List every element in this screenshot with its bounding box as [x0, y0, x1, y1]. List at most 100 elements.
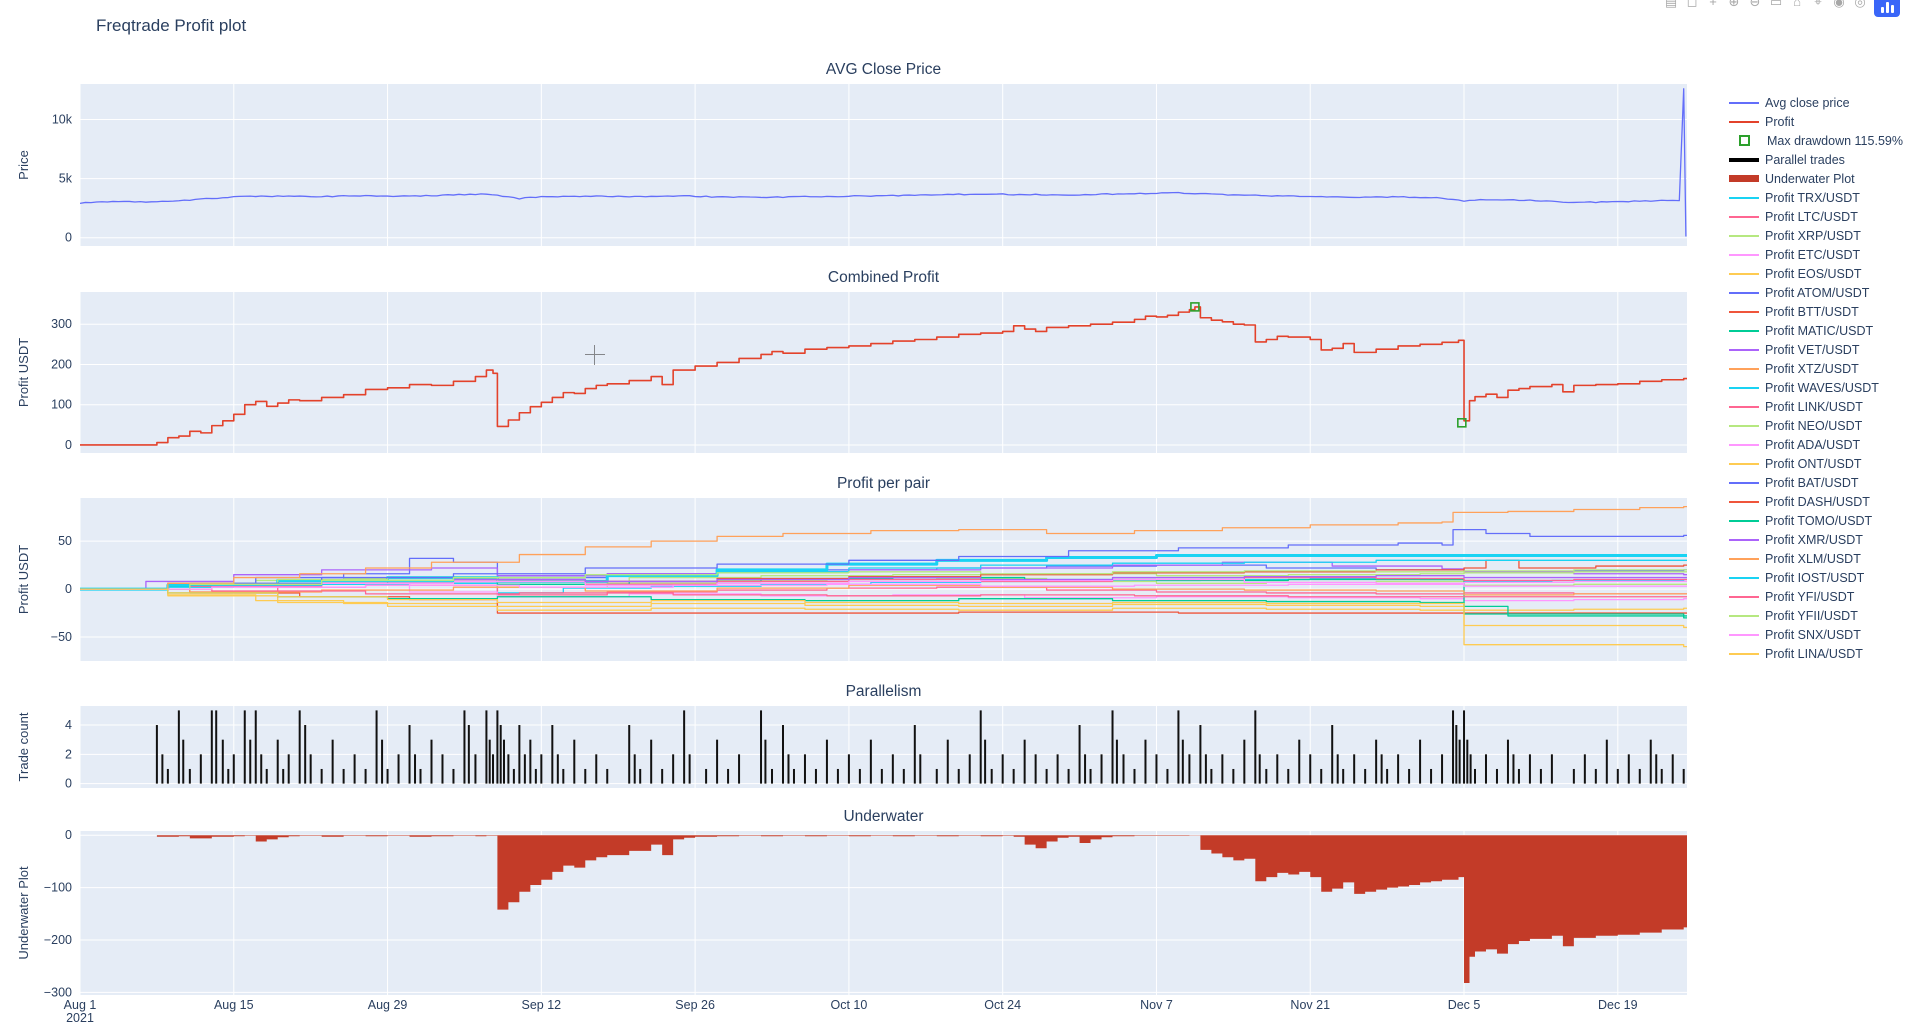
legend-line-swatch-icon [1729, 481, 1759, 484]
underwater-title: Underwater [843, 808, 923, 825]
parallelism-series [155, 710, 1685, 784]
series-profit-lina-usdt [80, 588, 1687, 648]
x-tick-label: Nov 21 [1290, 998, 1330, 1012]
legend-item[interactable]: Profit YFI/USDT [1729, 587, 1903, 606]
legend-item[interactable]: Profit ADA/USDT [1729, 435, 1903, 454]
y-tick-label: −50 [51, 630, 72, 644]
legend-item[interactable]: Underwater Plot [1729, 169, 1903, 188]
legend-item[interactable]: Profit TOMO/USDT [1729, 511, 1903, 530]
legend-line-swatch-icon [1729, 253, 1759, 256]
legend-label: Profit YFII/USDT [1765, 608, 1858, 623]
legend-label: Profit WAVES/USDT [1765, 380, 1879, 395]
y-tick-label: 0 [65, 582, 72, 596]
y-tick-label: 0 [65, 777, 72, 791]
legend-label: Profit XLM/USDT [1765, 551, 1861, 566]
x-tick-label: Sep 26 [675, 998, 715, 1012]
legend-item[interactable]: Profit MATIC/USDT [1729, 321, 1903, 340]
legend-label: Profit NEO/USDT [1765, 418, 1863, 433]
legend-line-swatch-icon [1729, 196, 1759, 199]
zoom-out-icon[interactable]: ⊖ [1749, 0, 1761, 9]
avg-close-price-grid [79, 84, 1687, 246]
zoom-in-icon[interactable]: ⊕ [1728, 0, 1740, 9]
legend-label: Profit BTT/USDT [1765, 304, 1859, 319]
y-tick-label: 0 [65, 438, 72, 452]
reset-axes-icon[interactable]: ⌂ [1793, 0, 1801, 9]
x-tick-label: Dec 19 [1598, 998, 1638, 1012]
legend-item[interactable]: Profit DASH/USDT [1729, 492, 1903, 511]
legend-item[interactable]: Parallel trades [1729, 150, 1903, 169]
legend-item[interactable]: Profit SNX/USDT [1729, 625, 1903, 644]
legend-line-swatch-icon [1729, 272, 1759, 275]
legend-label: Underwater Plot [1765, 171, 1855, 186]
y-tick-label: −200 [44, 933, 72, 947]
y-tick-label: −300 [44, 985, 72, 999]
series-profit-eos-usdt [80, 588, 1687, 611]
legend-line-swatch-icon [1729, 500, 1759, 503]
legend-label: Profit MATIC/USDT [1765, 323, 1874, 338]
series-profit-ont-usdt [80, 588, 1687, 629]
avg-close-price-plot-area[interactable] [80, 84, 1687, 246]
legend-item[interactable]: Profit ATOM/USDT [1729, 283, 1903, 302]
legend-line-swatch-icon [1729, 175, 1759, 182]
legend-item[interactable]: Profit TRX/USDT [1729, 188, 1903, 207]
legend-item[interactable]: Max drawdown 115.59% [1729, 131, 1903, 150]
combined-profit-plot-area[interactable] [80, 292, 1687, 453]
y-tick-label: 300 [51, 317, 72, 331]
legend-label: Profit ONT/USDT [1765, 456, 1862, 471]
hover-closest-icon[interactable]: ◉ [1833, 0, 1845, 9]
legend-item[interactable]: Profit BAT/USDT [1729, 473, 1903, 492]
y-tick-label: 200 [51, 357, 72, 371]
zoom-icon[interactable]: ◻ [1686, 0, 1698, 9]
legend-item[interactable]: Profit NEO/USDT [1729, 416, 1903, 435]
legend-item[interactable]: Profit IOST/USDT [1729, 568, 1903, 587]
legend-label: Profit XTZ/USDT [1765, 361, 1859, 376]
legend-label: Profit [1765, 114, 1795, 129]
plotly-logo-icon[interactable] [1874, 0, 1900, 17]
legend-line-swatch-icon [1729, 652, 1759, 655]
legend-line-swatch-icon [1729, 595, 1759, 598]
combined-profit-series [80, 302, 1687, 446]
y-tick-label: 50 [58, 534, 72, 548]
combined-profit-grid [79, 292, 1687, 453]
legend-label: Profit TOMO/USDT [1765, 513, 1873, 528]
max-drawdown-marker [1457, 418, 1467, 428]
y-tick-label: 0 [65, 828, 72, 842]
legend-item[interactable]: Profit WAVES/USDT [1729, 378, 1903, 397]
legend-line-swatch-icon [1729, 386, 1759, 389]
legend-label: Profit EOS/USDT [1765, 266, 1862, 281]
legend-item[interactable]: Profit LINK/USDT [1729, 397, 1903, 416]
legend-item[interactable]: Profit YFII/USDT [1729, 606, 1903, 625]
legend-item[interactable]: Profit LINA/USDT [1729, 644, 1903, 663]
pan-icon[interactable]: + [1709, 0, 1717, 9]
legend-item[interactable]: Profit [1729, 112, 1903, 131]
hover-compare-icon[interactable]: ◎ [1854, 0, 1866, 9]
legend-item[interactable]: Profit XTZ/USDT [1729, 359, 1903, 378]
toggle-spikelines-icon[interactable]: ⌖ [1814, 0, 1822, 9]
autoscale-icon[interactable]: ▭ [1769, 0, 1783, 9]
x-tick-label: Oct 24 [984, 998, 1021, 1012]
legend-line-swatch-icon [1729, 519, 1759, 522]
legend-square-marker-icon [1739, 135, 1750, 146]
legend-item[interactable]: Profit XLM/USDT [1729, 549, 1903, 568]
x-tick-sublabel: 2021 [66, 1011, 94, 1024]
legend-item[interactable]: Profit XMR/USDT [1729, 530, 1903, 549]
x-tick-label: Oct 10 [830, 998, 867, 1012]
x-tick-label: Aug 15 [214, 998, 254, 1012]
legend-item[interactable]: Profit EOS/USDT [1729, 264, 1903, 283]
max-drawdown-marker [1190, 302, 1200, 312]
legend-line-swatch-icon [1729, 348, 1759, 351]
legend-item[interactable]: Avg close price [1729, 93, 1903, 112]
series-profit-bat-usdt [80, 528, 1687, 590]
legend-line-swatch-icon [1729, 120, 1759, 123]
legend-item[interactable]: Profit LTC/USDT [1729, 207, 1903, 226]
legend-item[interactable]: Profit XRP/USDT [1729, 226, 1903, 245]
avg-close-price-y-axis-label: Price [16, 150, 31, 180]
legend-item[interactable]: Profit ONT/USDT [1729, 454, 1903, 473]
legend-item[interactable]: Profit VET/USDT [1729, 340, 1903, 359]
legend-label: Avg close price [1765, 95, 1850, 110]
legend-item[interactable]: Profit BTT/USDT [1729, 302, 1903, 321]
legend-line-swatch-icon [1729, 557, 1759, 560]
camera-icon[interactable]: ▤ [1664, 0, 1678, 9]
legend-item[interactable]: Profit ETC/USDT [1729, 245, 1903, 264]
